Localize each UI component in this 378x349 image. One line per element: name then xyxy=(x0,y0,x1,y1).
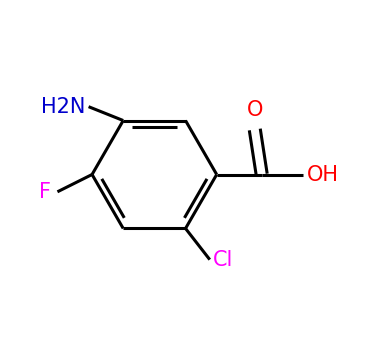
Text: O: O xyxy=(246,101,263,120)
Text: Cl: Cl xyxy=(213,250,234,270)
Text: F: F xyxy=(39,182,51,202)
Text: H2N: H2N xyxy=(41,97,85,117)
Text: OH: OH xyxy=(307,164,339,185)
